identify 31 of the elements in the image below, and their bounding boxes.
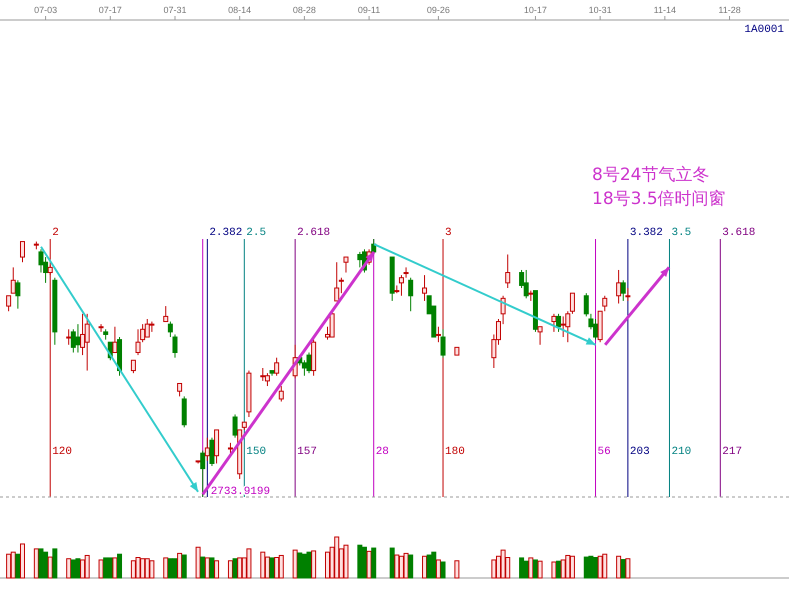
x-tick-label: 08-14 xyxy=(228,5,252,15)
ref-line-label: 3.5 xyxy=(671,227,692,239)
text: 18号3.5倍时间窗 xyxy=(592,189,726,209)
ref-line-label: 2.5 xyxy=(246,227,266,239)
x-tick-label: 08-28 xyxy=(292,5,316,15)
x-tick-label: 07-03 xyxy=(34,5,58,15)
x-tick-label: 09-11 xyxy=(358,5,380,15)
annotation: 120 xyxy=(52,446,72,458)
ref-line-label: 2 xyxy=(52,227,59,239)
x-tick-label: 11-28 xyxy=(718,5,741,15)
annotation: 56 xyxy=(598,446,611,458)
ref-line-label: 2.618 xyxy=(297,227,330,239)
text: 8号24节气立冬 xyxy=(592,165,710,185)
ref-line-label: 3.382 xyxy=(630,227,663,239)
chart-title: 1A0001 xyxy=(744,24,784,36)
x-tick-label: 10-17 xyxy=(524,5,547,15)
ref-line-label: 3 xyxy=(445,227,452,239)
annotation: 157 xyxy=(297,446,317,458)
annotation: 28 xyxy=(376,446,389,458)
annotation: 217 xyxy=(722,446,742,458)
ref-line-label: 3.618 xyxy=(722,227,756,239)
x-tick-label: 07-31 xyxy=(163,5,187,15)
annotation: 150 xyxy=(246,446,266,458)
x-tick-label: 10-31 xyxy=(588,5,612,15)
annotation: 210 xyxy=(671,446,692,458)
ref-line-label: 2.382 xyxy=(209,227,242,239)
annotation: 180 xyxy=(445,446,465,458)
x-tick-label: 11-14 xyxy=(654,5,676,15)
x-tick-label: 07-17 xyxy=(98,5,122,15)
x-tick-label: 09-26 xyxy=(426,5,450,15)
annotation: 203 xyxy=(630,446,650,458)
